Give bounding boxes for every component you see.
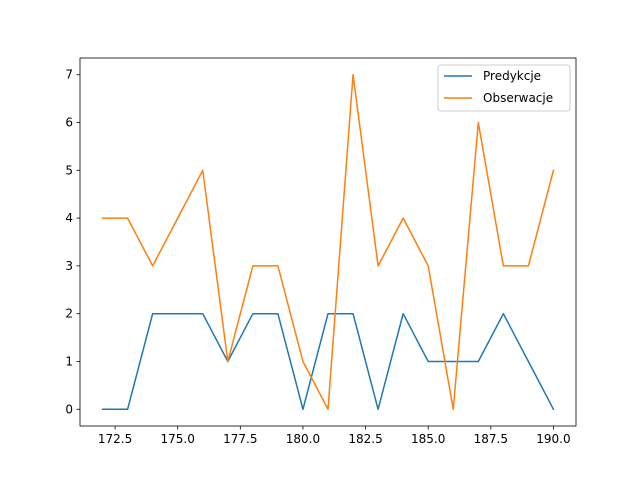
y-tick-label: 1	[65, 354, 73, 368]
y-tick-label: 3	[65, 259, 73, 273]
x-tick-label: 172.5	[98, 432, 132, 446]
series-line-obserwacje	[101, 73, 555, 411]
x-tick-label: 182.5	[348, 432, 382, 446]
legend: Predykcje Obserwacje	[437, 64, 571, 112]
x-tick-label: 187.5	[474, 432, 508, 446]
x-tick-label: 180.0	[286, 432, 320, 446]
axes-frame	[79, 57, 577, 427]
x-tick-label: 177.5	[223, 432, 257, 446]
x-tick-label: 185.0	[411, 432, 445, 446]
axes-layer: 172.5 175.0 177.5 180.0 182.5 185.0 187.5 190.0…	[65, 57, 577, 446]
x-tick-label: 175.0	[161, 432, 195, 446]
x-tick-label: 190.0	[536, 432, 570, 446]
y-tick-label: 0	[65, 402, 73, 416]
plot-layer	[101, 73, 555, 411]
legend-label-obserwacje: Obserwacje	[483, 91, 553, 105]
y-tick-label: 5	[65, 163, 73, 177]
legend-label-predykcje: Predykcje	[483, 69, 541, 83]
y-tick-label: 2	[65, 307, 73, 321]
y-tick-label: 4	[65, 211, 73, 225]
y-tick-label: 6	[65, 116, 73, 130]
series-line-predykcje	[101, 312, 555, 411]
y-tick-label: 7	[65, 68, 73, 82]
